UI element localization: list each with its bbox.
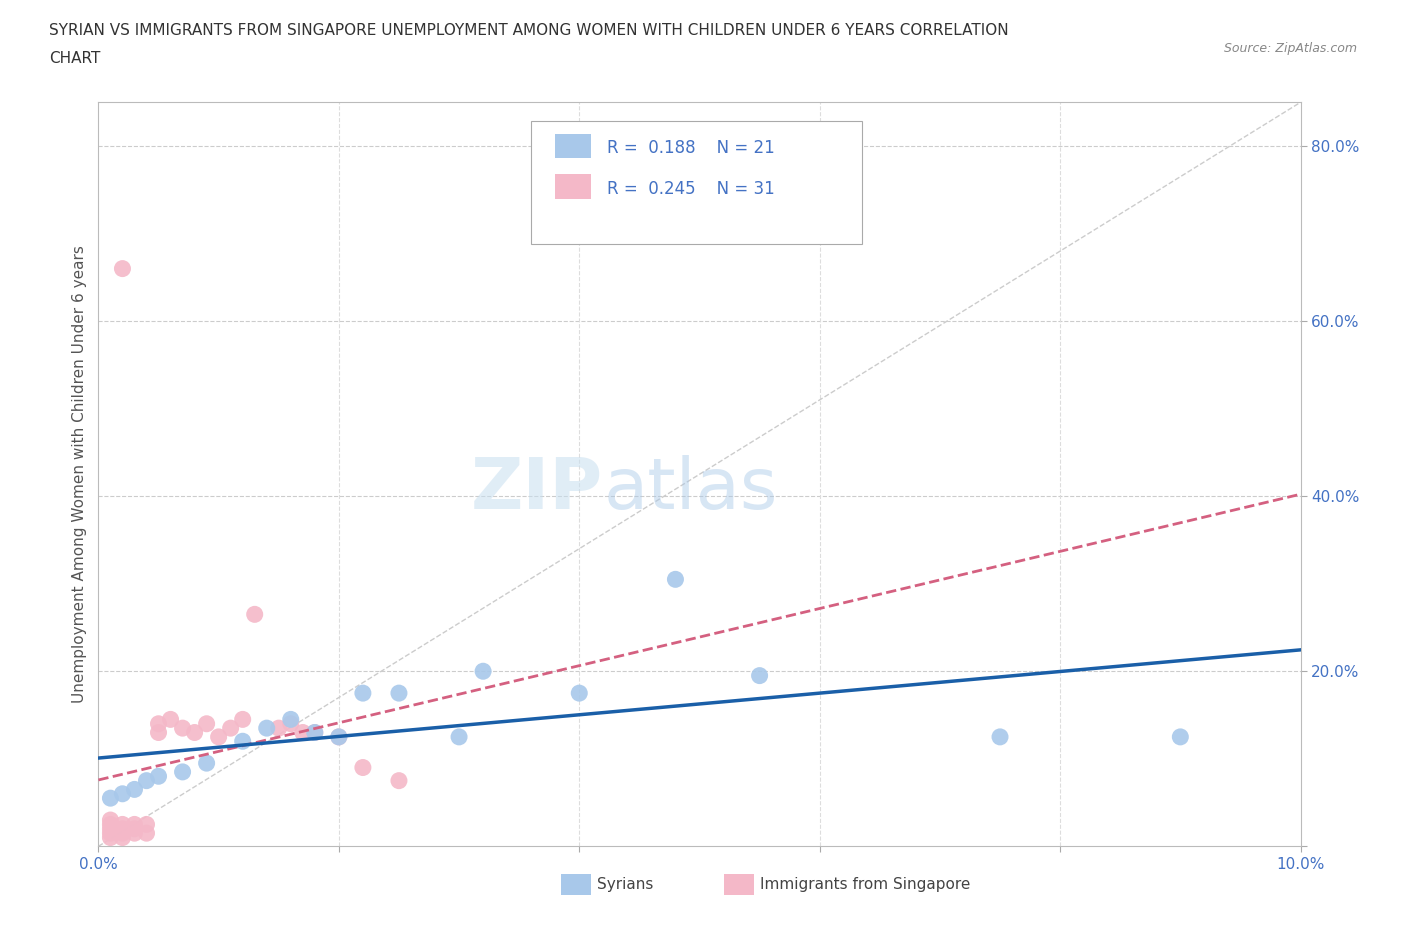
Point	[100, 817, 122, 831]
Y-axis label: Unemployment Among Women with Children Under 6 years: Unemployment Among Women with Children U…	[72, 246, 87, 703]
Point	[111, 817, 134, 831]
Point	[124, 817, 146, 831]
Bar	[555, 175, 592, 199]
Text: atlas: atlas	[603, 455, 778, 524]
Point	[291, 725, 314, 740]
Point	[100, 813, 122, 828]
Point	[124, 782, 146, 797]
Point	[472, 664, 495, 679]
Point	[232, 734, 254, 749]
Text: SYRIAN VS IMMIGRANTS FROM SINGAPORE UNEMPLOYMENT AMONG WOMEN WITH CHILDREN UNDER: SYRIAN VS IMMIGRANTS FROM SINGAPORE UNEM…	[49, 23, 1010, 38]
Point	[243, 607, 266, 622]
Point	[100, 826, 122, 841]
Bar	[555, 134, 592, 158]
Point	[328, 729, 350, 744]
Point	[100, 830, 122, 845]
Point	[135, 773, 157, 788]
Point	[100, 790, 122, 805]
Point	[352, 685, 374, 700]
FancyBboxPatch shape	[531, 121, 862, 244]
Text: R =  0.188    N = 21: R = 0.188 N = 21	[607, 140, 775, 157]
Point	[159, 712, 181, 727]
Point	[388, 773, 411, 788]
Point	[568, 685, 591, 700]
Point	[111, 821, 134, 836]
Point	[111, 261, 134, 276]
Text: Immigrants from Singapore: Immigrants from Singapore	[759, 877, 970, 892]
Text: CHART: CHART	[49, 51, 101, 66]
Point	[280, 712, 302, 727]
Point	[111, 787, 134, 802]
Point	[148, 716, 170, 731]
Text: Syrians: Syrians	[598, 877, 654, 892]
Point	[172, 721, 194, 736]
Point	[195, 716, 218, 731]
Point	[111, 830, 134, 845]
Point	[304, 725, 326, 740]
Point	[100, 821, 122, 836]
Point	[148, 769, 170, 784]
Point	[135, 817, 157, 831]
Point	[219, 721, 242, 736]
Point	[388, 685, 411, 700]
Text: ZIP: ZIP	[471, 455, 603, 524]
Point	[232, 712, 254, 727]
Point	[256, 721, 278, 736]
Point	[208, 729, 231, 744]
Bar	[561, 874, 592, 895]
Text: R =  0.245    N = 31: R = 0.245 N = 31	[607, 180, 775, 198]
Text: Source: ZipAtlas.com: Source: ZipAtlas.com	[1223, 42, 1357, 55]
Point	[267, 721, 290, 736]
Bar	[724, 874, 754, 895]
Point	[748, 668, 770, 683]
Point	[1170, 729, 1192, 744]
Point	[447, 729, 470, 744]
Point	[664, 572, 686, 587]
Point	[135, 826, 157, 841]
Point	[352, 760, 374, 775]
Point	[183, 725, 205, 740]
Point	[124, 826, 146, 841]
Point	[304, 725, 326, 740]
Point	[148, 725, 170, 740]
Point	[172, 764, 194, 779]
Point	[280, 716, 302, 731]
Point	[195, 756, 218, 771]
Point	[988, 729, 1011, 744]
Point	[111, 826, 134, 841]
Point	[328, 729, 350, 744]
Point	[124, 821, 146, 836]
